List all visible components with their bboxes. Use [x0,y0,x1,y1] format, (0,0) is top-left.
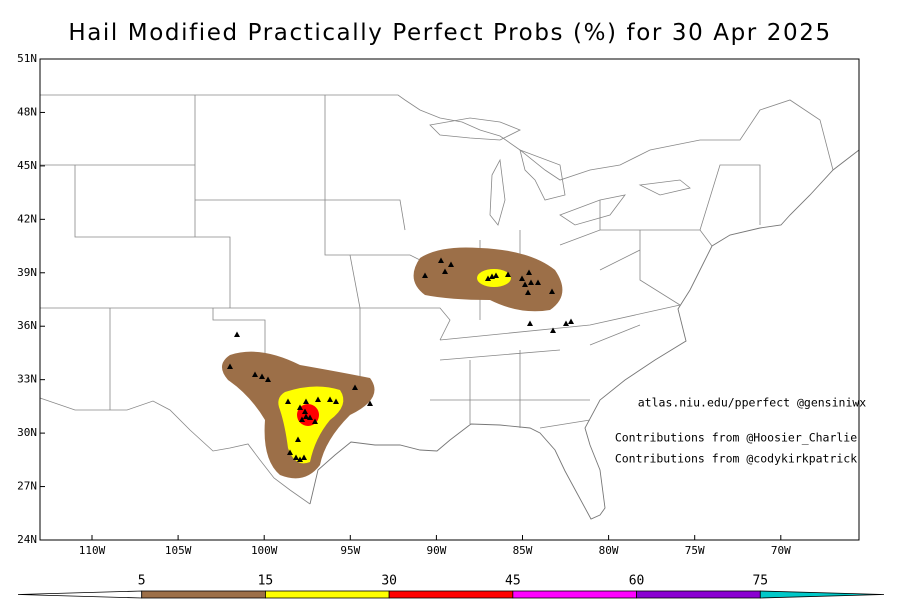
axes: 51N 48N 45N 42N 39N 36N 33N 30N 27N 24N 110W 105W 10… [17,52,791,557]
colorbar-label: 30 [381,574,397,589]
gulf-east-coast [309,149,860,520]
hail-report [550,327,556,333]
lon-label: 105W [165,544,192,557]
lat-label: 39N [17,266,37,279]
hail-report [448,261,454,267]
lat-label: 42N [17,212,37,225]
colorbar-segment [759,590,885,599]
lat-label: 27N [17,480,37,493]
hail-report [519,275,525,281]
hail-report [265,376,271,382]
hail-report [563,320,569,326]
hail-report [438,257,444,263]
map-frame [39,58,860,541]
hail-report [287,449,293,455]
lat-label: 36N [17,319,37,332]
hail-report [227,363,233,369]
credit: atlas.niu.edu/pperfect @gensiniwx [638,396,867,410]
lat-label: 51N [17,52,37,65]
hail-report [442,268,448,274]
hail-report [493,272,499,278]
lon-label: 85W [513,544,533,557]
hail-report [485,275,491,281]
hail-report [528,279,534,285]
hail-report [568,318,574,324]
colorbar-segment [141,590,266,599]
hail-report [327,396,333,402]
hail-report [293,454,299,460]
hail-report [352,384,358,390]
hail-report [505,271,511,277]
colorbar-label: 15 [258,574,274,589]
colorbar-segment [636,590,761,599]
map-area [39,94,860,520]
colorbar-label: 75 [752,574,768,589]
lon-label: 90W [426,544,446,557]
hail-report [303,398,309,404]
lon-label: 70W [771,544,791,557]
credit: Contributions from @codykirkpatrick [615,452,857,466]
colorbar-segment [388,590,514,599]
colorbar-segment [512,590,637,599]
hail-report [303,413,309,419]
colorbar-segment [17,590,143,599]
hail-report [549,288,555,294]
hail-report [252,371,258,377]
colorbar-label: 5 [138,574,146,589]
credit: Contributions from @Hoosier_Charlie [615,431,857,445]
lon-label: 80W [599,544,619,557]
hail-report [527,320,533,326]
lon-label: 95W [340,544,360,557]
hail-report [302,408,308,414]
lat-label: 33N [17,373,37,386]
hail-report [535,279,541,285]
hail-report [367,400,373,406]
hail-reports [227,257,574,462]
hail-report [422,272,428,278]
colorbar-label: 60 [629,574,645,589]
state-lines [40,95,761,429]
hail-report [525,289,531,295]
hail-report [299,416,305,422]
colorbar-label: 45 [505,574,521,589]
hail-report [312,418,318,424]
lon-label: 100W [251,544,278,557]
hail-report [259,373,265,379]
lat-label: 30N [17,426,37,439]
hail-report [285,398,291,404]
colorbar: 5 15 30 45 60 75 [17,574,885,599]
hail-report [315,396,321,402]
hail-report [522,281,528,287]
lat-label: 45N [17,159,37,172]
lon-label: 110W [79,544,106,557]
hail-report [234,331,240,337]
lon-label: 75W [685,544,705,557]
colorbar-segment [265,590,390,599]
hail-report [297,404,303,410]
hail-report [295,436,301,442]
hail-report [301,454,307,460]
title: Hail Modified Practically Perfect Probs … [68,20,831,46]
mexico-border [39,397,311,505]
canada-border [40,94,834,181]
great-lakes [429,117,691,226]
hail-report [333,398,339,404]
lat-label: 24N [17,533,37,546]
lat-label: 48N [17,105,37,118]
hail-report [526,269,532,275]
hail-report [297,456,303,462]
